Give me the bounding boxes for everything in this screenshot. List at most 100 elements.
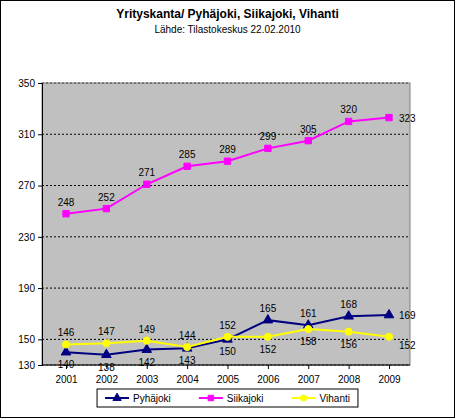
series-marker: [103, 340, 110, 347]
chart-border: [1, 1, 455, 418]
x-tick: 2005: [217, 365, 240, 385]
data-label: 161: [300, 308, 317, 319]
series-marker: [62, 341, 69, 348]
x-tick: 2008: [338, 365, 361, 385]
y-tick: 270: [18, 180, 42, 191]
legend-box: [97, 389, 358, 407]
data-label: 305: [300, 124, 317, 135]
y-axis: 130 150 190 230 270 310 350: [18, 78, 42, 371]
x-tick-label: 2002: [96, 374, 119, 385]
series-marker: [384, 309, 394, 317]
data-label: 149: [138, 324, 155, 335]
data-label: 152: [399, 340, 416, 351]
x-tick: 2007: [298, 365, 321, 385]
y-axis-line: [38, 84, 43, 366]
data-label: 140: [58, 359, 75, 370]
y-tick-label: 230: [18, 232, 35, 243]
series: [63, 114, 392, 216]
x-tick: 2004: [177, 365, 200, 385]
series-marker: [344, 311, 354, 319]
y-tick-mark: [38, 365, 42, 366]
data-label: 150: [219, 346, 236, 357]
y-tick: 350: [18, 78, 42, 89]
data-labels: 1401381421431501651611681692482522712852…: [58, 104, 416, 372]
y-tick-mark: [38, 134, 42, 135]
title: Yrityskanta/ Pyhäjoki, Siikajoki, Vihant…: [116, 7, 339, 21]
y-tick: 130: [18, 360, 42, 371]
y-tick-label: 130: [18, 360, 35, 371]
x-tick-label: 2001: [55, 374, 78, 385]
x-tick-label: 2003: [136, 374, 159, 385]
y-tick-mark: [38, 83, 42, 84]
grid-line: [42, 288, 410, 289]
series-marker: [265, 145, 271, 151]
x-tick-mark: [268, 365, 269, 369]
series-marker: [345, 118, 351, 124]
grid-line: [42, 236, 410, 237]
series-marker: [345, 328, 352, 335]
data-label: 138: [98, 362, 115, 373]
series-marker: [142, 344, 152, 352]
legend-label: Vihanti: [320, 393, 350, 404]
series-marker: [63, 211, 69, 217]
series-marker: [385, 333, 392, 340]
data-label: 252: [98, 192, 115, 203]
x-tick-label: 2006: [257, 374, 280, 385]
x-tick-label: 2008: [338, 374, 361, 385]
data-label: 169: [399, 310, 416, 321]
legend-item: Pyhäjoki: [105, 393, 171, 404]
data-label: 299: [260, 131, 277, 142]
y-tick-label: 150: [18, 334, 35, 345]
x-tick-mark: [308, 365, 309, 369]
y-tick-mark: [38, 339, 42, 340]
plot-frame: [42, 83, 410, 365]
series-marker: [223, 334, 233, 342]
data-label: 248: [58, 197, 75, 208]
chart: Yrityskanta/ Pyhäjoki, Siikajoki, Vihant…: [0, 0, 455, 418]
x-tick-label: 2007: [298, 374, 321, 385]
y-tick: 310: [18, 129, 42, 140]
y-tick-label: 310: [18, 129, 35, 140]
series-marker: [184, 343, 191, 350]
data-label: 143: [179, 355, 196, 366]
y-tick-mark: [38, 237, 42, 238]
y-tick-label: 190: [18, 283, 35, 294]
data-label: 271: [138, 167, 155, 178]
legend-label: Pyhäjoki: [133, 393, 171, 404]
grid: [42, 83, 410, 365]
y-tick: 230: [18, 232, 42, 243]
plot-area: [42, 83, 410, 365]
series-marker: [103, 205, 109, 211]
data-label: 142: [138, 357, 155, 368]
x-tick: 2006: [257, 365, 280, 385]
data-label: 144: [179, 330, 196, 341]
data-label: 285: [179, 149, 196, 160]
series-marker: [143, 337, 150, 344]
x-tick-label: 2005: [217, 374, 240, 385]
legend-item: Siikajoki: [199, 393, 264, 404]
legend-marker: [208, 395, 213, 400]
series-marker: [224, 333, 231, 340]
legend-marker: [113, 393, 121, 400]
series-marker: [182, 343, 192, 351]
series-marker: [144, 181, 150, 187]
legend-marker: [300, 395, 306, 401]
subtitle: Lähde: Tilastokeskus 22.02.2010: [154, 24, 301, 35]
y-tick-mark: [38, 186, 42, 187]
series-group: [61, 114, 394, 357]
x-tick-mark: [228, 365, 229, 369]
series-marker: [264, 333, 271, 340]
grid-line: [42, 134, 410, 135]
grid-line: [42, 185, 410, 186]
data-label: 323: [399, 113, 416, 124]
x-tick: 2003: [136, 365, 159, 385]
series-marker: [184, 163, 190, 169]
x-tick-label: 2009: [378, 374, 401, 385]
series-marker: [305, 326, 312, 333]
data-label: 165: [260, 303, 277, 314]
series-marker: [224, 158, 230, 164]
series-line: [66, 118, 389, 214]
x-tick-mark: [389, 365, 390, 369]
y-tick: 190: [18, 283, 42, 294]
y-tick-label: 270: [18, 180, 35, 191]
